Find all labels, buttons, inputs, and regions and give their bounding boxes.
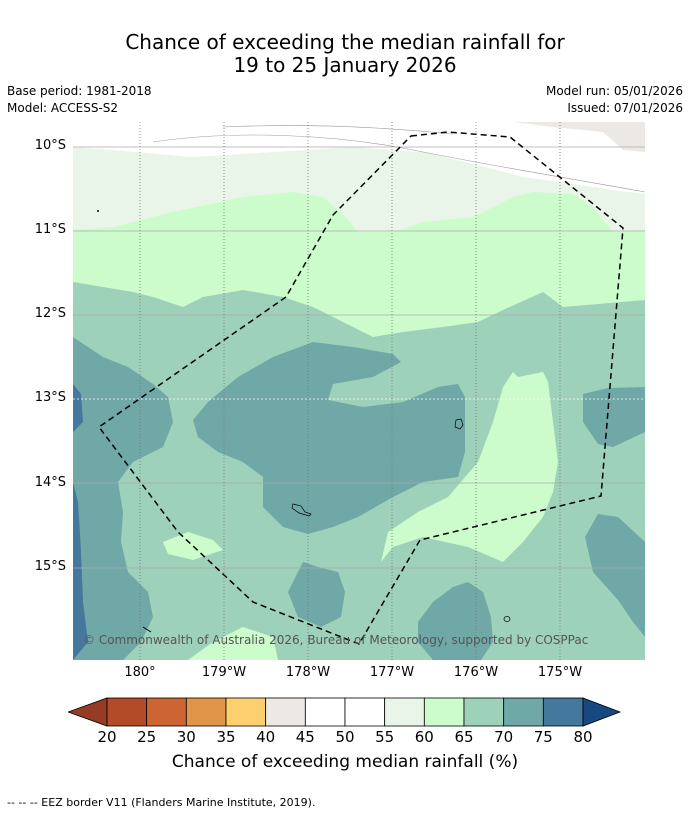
colorbar-cell-20 bbox=[106, 697, 148, 727]
cb-tick-65: 65 bbox=[454, 728, 474, 746]
colorbar-label: Chance of exceeding median rainfall (%) bbox=[171, 752, 519, 772]
region-70-75-lower-b bbox=[418, 582, 493, 660]
lat-label-14s: 14°S bbox=[34, 475, 66, 490]
region-40-45 bbox=[513, 122, 645, 152]
rainfall-map bbox=[73, 122, 645, 660]
cb-tick-50: 50 bbox=[335, 728, 355, 746]
contour-line-a bbox=[152, 134, 645, 193]
island-e bbox=[142, 626, 152, 633]
base-period: Base period: 1981-2018 bbox=[7, 84, 152, 98]
issued-date: Issued: 07/01/2026 bbox=[567, 101, 683, 115]
cb-tick-20: 20 bbox=[97, 728, 117, 746]
colorbar-cell-35 bbox=[225, 697, 267, 727]
model-name: Model: ACCESS-S2 bbox=[7, 101, 119, 115]
cb-tick-75: 75 bbox=[533, 728, 553, 746]
copyright-note: © Commonwealth of Australia 2026, Bureau… bbox=[83, 633, 589, 647]
island-a bbox=[291, 503, 312, 517]
meta-left: Base period: 1981-2018 Model: ACCESS-S2 bbox=[7, 83, 152, 117]
region-75-80-a bbox=[73, 384, 83, 432]
lat-label-15s: 15°S bbox=[34, 559, 66, 574]
meta-right: Model run: 05/01/2026 Issued: 07/01/2026 bbox=[546, 83, 683, 117]
colorbar-cell-25 bbox=[146, 697, 187, 727]
eez-footer-note: -- -- -- EEZ border V11 (Flanders Marine… bbox=[7, 796, 316, 809]
region-70-75-lower-a bbox=[288, 562, 345, 627]
cb-tick-30: 30 bbox=[176, 728, 196, 746]
eez-border bbox=[97, 131, 624, 645]
cb-tick-25: 25 bbox=[137, 728, 157, 746]
title-line-2: 19 to 25 January 2026 bbox=[233, 53, 457, 77]
region-70-75-center bbox=[193, 342, 465, 534]
colorbar-cell-45 bbox=[304, 697, 346, 727]
cb-tick-45: 45 bbox=[295, 728, 315, 746]
colorbar-cell-65 bbox=[463, 697, 505, 727]
colorbar-cell-75 bbox=[542, 697, 584, 727]
lat-label-12s: 12°S bbox=[34, 306, 66, 321]
region-70-75-left bbox=[73, 337, 173, 660]
colorbar-cells bbox=[106, 697, 584, 727]
lon-label-179w: 179°W bbox=[201, 665, 247, 680]
model-run: Model run: 05/01/2026 bbox=[545, 84, 683, 98]
lon-label-178w: 178°W bbox=[285, 665, 331, 680]
lon-label-176w: 176°W bbox=[453, 665, 499, 680]
island-c bbox=[503, 616, 511, 622]
colorbar-cell-60 bbox=[423, 697, 465, 727]
region-75-80-b bbox=[73, 482, 88, 660]
region-60-65-patch bbox=[381, 372, 558, 562]
region-60-65-bottom bbox=[188, 627, 278, 660]
contour-line-b bbox=[222, 125, 454, 135]
lon-label-177w: 177°W bbox=[369, 665, 415, 680]
colorbar-cell-55 bbox=[384, 697, 425, 727]
lon-label-175w: 175°W bbox=[537, 665, 583, 680]
title-line-1: Chance of exceeding the median rainfall … bbox=[125, 30, 565, 54]
lon-label-180: 180° bbox=[124, 665, 156, 680]
lat-label-10s: 10°S bbox=[34, 138, 66, 153]
colorbar-cell-40 bbox=[265, 697, 306, 727]
colorbar-cell-50 bbox=[344, 697, 386, 727]
cb-tick-80: 80 bbox=[573, 728, 593, 746]
cb-tick-70: 70 bbox=[494, 728, 514, 746]
cb-tick-60: 60 bbox=[414, 728, 434, 746]
region-70-75-right bbox=[583, 387, 645, 447]
island-d bbox=[97, 210, 99, 212]
lat-label-11s: 11°S bbox=[34, 222, 66, 237]
colorbar bbox=[68, 697, 622, 727]
colorbar-under-arrow bbox=[68, 697, 108, 727]
cb-tick-55: 55 bbox=[375, 728, 395, 746]
lat-gridlines bbox=[73, 146, 645, 569]
chart-title: Chance of exceeding the median rainfall … bbox=[0, 31, 690, 77]
cb-tick-40: 40 bbox=[256, 728, 276, 746]
cb-tick-35: 35 bbox=[216, 728, 236, 746]
lat-label-13s: 13°S bbox=[34, 390, 66, 405]
colorbar-cell-30 bbox=[185, 697, 227, 727]
island-b bbox=[454, 418, 464, 430]
colorbar-over-arrow bbox=[582, 697, 622, 727]
region-50-55 bbox=[73, 122, 645, 194]
region-70-75-right-lower bbox=[585, 514, 645, 637]
region-60-65-small bbox=[163, 532, 223, 560]
colorbar-cell-70 bbox=[503, 697, 544, 727]
